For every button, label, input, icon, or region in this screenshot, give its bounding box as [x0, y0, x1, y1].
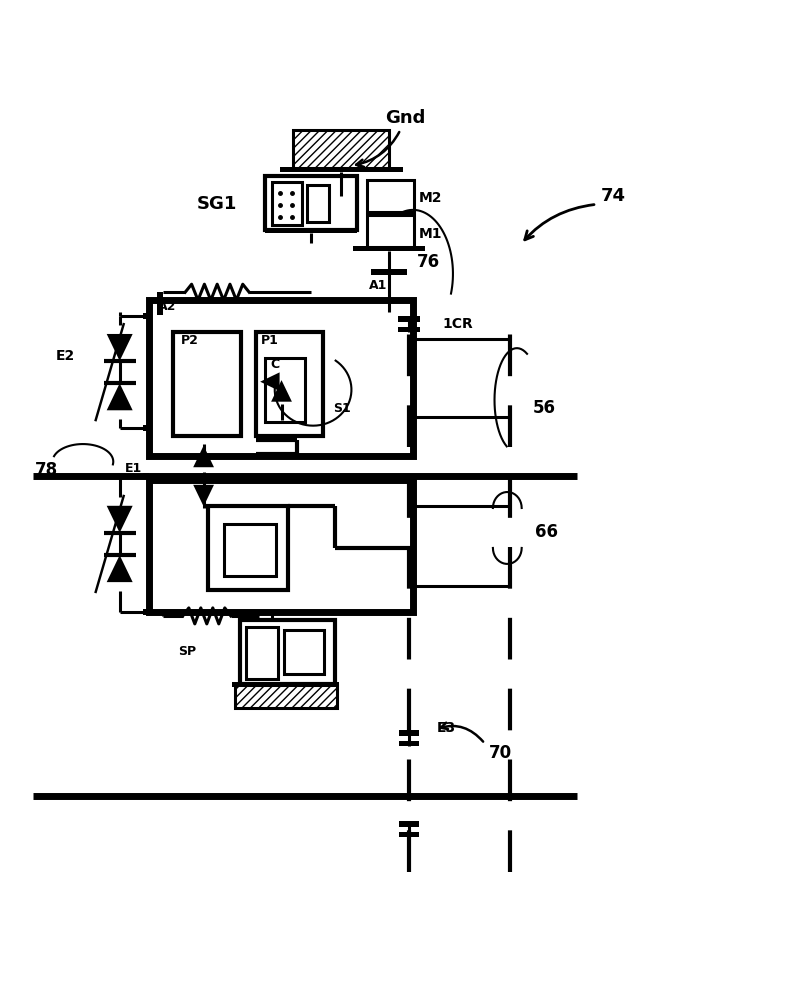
Bar	[399, 741, 419, 746]
Bar	[293, 130, 389, 168]
Bar	[398, 327, 420, 332]
Text: A2: A2	[158, 300, 176, 313]
Text: SG1: SG1	[197, 195, 237, 213]
FancyArrowPatch shape	[525, 205, 594, 240]
Polygon shape	[193, 446, 214, 467]
Bar	[173, 332, 241, 436]
Text: 66: 66	[535, 523, 558, 541]
Bar	[143, 313, 149, 319]
Text: E2: E2	[55, 349, 75, 363]
Polygon shape	[107, 506, 132, 533]
Bar	[371, 269, 407, 274]
Text: Gnd: Gnd	[356, 109, 425, 167]
Text: 78: 78	[35, 461, 58, 479]
Bar	[399, 832, 419, 837]
Polygon shape	[271, 380, 292, 402]
Bar	[240, 620, 335, 684]
Bar	[256, 332, 323, 436]
Bar	[306, 185, 329, 222]
Text: 74: 74	[601, 187, 626, 205]
Text: S1: S1	[333, 402, 350, 415]
Bar	[143, 425, 149, 431]
Bar	[224, 524, 276, 576]
Polygon shape	[260, 372, 280, 391]
Bar	[265, 228, 357, 233]
Bar	[367, 180, 414, 212]
Bar	[157, 292, 163, 315]
Polygon shape	[107, 334, 132, 361]
Text: SP: SP	[178, 645, 196, 658]
Text: 1CR: 1CR	[443, 317, 473, 331]
Bar	[208, 506, 287, 590]
Text: C: C	[271, 358, 280, 371]
Bar	[143, 609, 149, 615]
Bar	[246, 627, 278, 679]
Bar	[367, 215, 414, 247]
Text: A1: A1	[369, 279, 387, 292]
Bar	[143, 473, 149, 479]
Text: M1: M1	[419, 227, 442, 241]
Bar	[149, 480, 413, 612]
Text: E3: E3	[437, 721, 456, 735]
Bar	[272, 182, 302, 225]
Bar	[399, 821, 419, 827]
Bar	[265, 358, 305, 422]
Text: P2: P2	[181, 334, 199, 347]
Text: P1: P1	[261, 334, 279, 347]
Bar	[232, 682, 339, 687]
Bar	[353, 246, 425, 251]
Polygon shape	[193, 485, 214, 506]
FancyArrowPatch shape	[440, 723, 483, 742]
Bar	[399, 730, 419, 736]
Bar	[398, 316, 420, 322]
Text: 70: 70	[489, 744, 512, 762]
Bar	[149, 300, 413, 456]
Bar	[285, 630, 324, 674]
Text: M2: M2	[419, 191, 442, 205]
Bar	[265, 176, 357, 230]
Text: 76: 76	[417, 253, 440, 271]
Text: 56: 56	[533, 399, 556, 417]
Bar	[280, 167, 403, 172]
Polygon shape	[107, 555, 132, 582]
Bar	[371, 270, 407, 275]
Polygon shape	[107, 383, 132, 410]
Text: E1: E1	[125, 462, 143, 475]
Bar	[235, 685, 337, 708]
